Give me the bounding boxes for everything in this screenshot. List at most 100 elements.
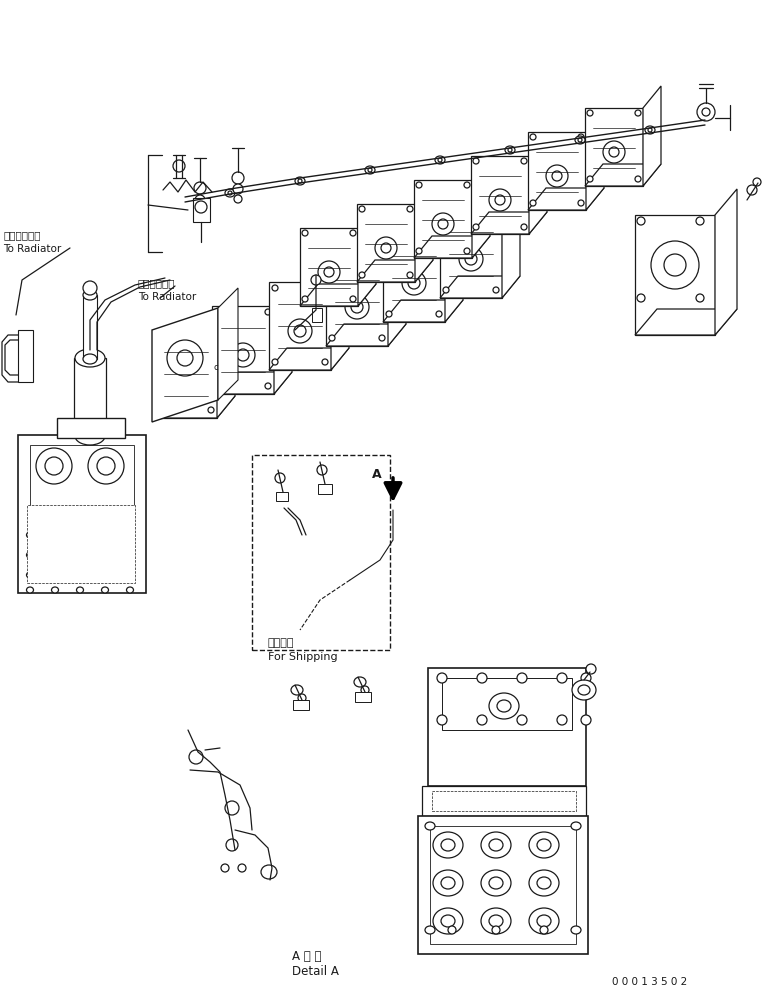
Bar <box>83 295 97 359</box>
Ellipse shape <box>517 715 527 725</box>
Ellipse shape <box>127 532 134 538</box>
Text: ラジェータヘ: ラジェータヘ <box>3 230 40 240</box>
Ellipse shape <box>537 839 551 851</box>
Polygon shape <box>715 189 737 335</box>
Polygon shape <box>635 309 737 335</box>
Ellipse shape <box>26 532 33 538</box>
Polygon shape <box>585 108 643 186</box>
Ellipse shape <box>492 926 500 934</box>
Ellipse shape <box>529 870 559 896</box>
Polygon shape <box>440 276 520 298</box>
Ellipse shape <box>497 700 511 712</box>
Bar <box>430 826 576 944</box>
Ellipse shape <box>578 200 584 206</box>
Ellipse shape <box>173 160 185 172</box>
Ellipse shape <box>322 285 328 291</box>
Ellipse shape <box>208 407 214 413</box>
Ellipse shape <box>177 350 193 366</box>
Polygon shape <box>471 156 529 234</box>
Ellipse shape <box>127 587 134 593</box>
Bar <box>30 445 134 507</box>
Ellipse shape <box>637 217 645 225</box>
Ellipse shape <box>101 587 108 593</box>
Polygon shape <box>326 324 406 346</box>
Polygon shape <box>358 206 376 306</box>
Ellipse shape <box>237 349 249 361</box>
Bar <box>74 358 106 436</box>
Ellipse shape <box>101 552 108 558</box>
Polygon shape <box>586 110 604 210</box>
Ellipse shape <box>329 261 335 267</box>
Ellipse shape <box>489 915 503 927</box>
Polygon shape <box>274 284 292 394</box>
Ellipse shape <box>433 908 463 934</box>
Ellipse shape <box>167 340 203 376</box>
Ellipse shape <box>530 134 536 140</box>
Text: To Radiator: To Radiator <box>3 244 61 254</box>
Ellipse shape <box>351 301 363 313</box>
Ellipse shape <box>578 134 584 140</box>
Ellipse shape <box>228 191 232 195</box>
Ellipse shape <box>97 457 115 475</box>
Ellipse shape <box>477 715 487 725</box>
Ellipse shape <box>425 822 435 830</box>
Text: 運搜部品: 運搜部品 <box>268 638 295 648</box>
Ellipse shape <box>294 325 306 337</box>
Bar <box>442 678 572 730</box>
Ellipse shape <box>521 158 527 164</box>
Ellipse shape <box>265 383 271 389</box>
Polygon shape <box>528 132 586 210</box>
Ellipse shape <box>464 182 470 188</box>
Ellipse shape <box>552 171 562 181</box>
Bar <box>422 786 586 816</box>
Polygon shape <box>331 260 349 370</box>
Ellipse shape <box>489 877 503 889</box>
Ellipse shape <box>232 172 244 184</box>
Ellipse shape <box>302 230 308 236</box>
Ellipse shape <box>52 552 59 558</box>
Text: For Shipping: For Shipping <box>268 652 338 662</box>
Ellipse shape <box>221 864 229 872</box>
Ellipse shape <box>368 168 372 172</box>
Polygon shape <box>269 282 331 370</box>
Polygon shape <box>269 348 349 370</box>
Polygon shape <box>502 188 520 298</box>
Ellipse shape <box>481 908 511 934</box>
Ellipse shape <box>77 552 83 558</box>
Polygon shape <box>528 188 604 210</box>
Text: 0 0 0 1 3 5 0 2: 0 0 0 1 3 5 0 2 <box>612 977 687 987</box>
Polygon shape <box>217 308 235 418</box>
Ellipse shape <box>465 253 477 265</box>
Ellipse shape <box>702 108 710 116</box>
Ellipse shape <box>238 864 246 872</box>
Ellipse shape <box>572 680 596 700</box>
Ellipse shape <box>324 267 334 277</box>
Bar <box>293 700 309 710</box>
Ellipse shape <box>365 166 375 174</box>
Ellipse shape <box>386 311 392 317</box>
Polygon shape <box>357 204 415 282</box>
Ellipse shape <box>272 285 278 291</box>
Ellipse shape <box>26 552 33 558</box>
Ellipse shape <box>481 832 511 858</box>
Polygon shape <box>326 258 388 346</box>
Ellipse shape <box>436 237 442 243</box>
Ellipse shape <box>664 254 686 276</box>
Ellipse shape <box>493 287 499 293</box>
Ellipse shape <box>275 473 285 483</box>
Ellipse shape <box>609 147 619 157</box>
Ellipse shape <box>195 201 207 213</box>
Ellipse shape <box>537 915 551 927</box>
Ellipse shape <box>322 359 328 365</box>
Polygon shape <box>643 86 661 186</box>
Ellipse shape <box>231 343 255 367</box>
Ellipse shape <box>443 213 449 219</box>
Ellipse shape <box>196 206 204 214</box>
Ellipse shape <box>586 664 596 674</box>
Ellipse shape <box>459 247 483 271</box>
Polygon shape <box>300 228 358 306</box>
Bar <box>18 330 33 382</box>
Ellipse shape <box>359 206 365 212</box>
Ellipse shape <box>581 715 591 725</box>
Ellipse shape <box>578 138 582 142</box>
